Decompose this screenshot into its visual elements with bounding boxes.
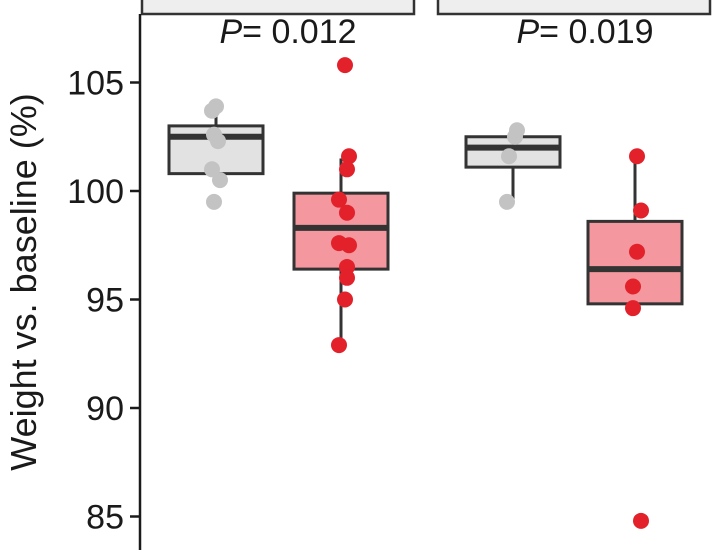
data-point [625,278,641,295]
data-point [212,172,228,189]
data-point [339,269,355,286]
data-point [501,148,517,165]
p-value-label-right: P= 0.019 [516,13,653,51]
data-point [339,161,355,178]
data-point [339,204,355,221]
chart-panels [167,57,684,529]
facet-strip-left [140,0,416,16]
boxplot-group-treated [292,57,390,354]
data-point [341,148,357,165]
data-point [629,243,645,260]
p-value-right: = 0.019 [539,13,653,51]
data-point [633,202,649,219]
y-tick-label: 95 [86,282,124,320]
y-tick-label: 100 [67,173,124,211]
p-value-left: = 0.012 [242,13,356,51]
data-point [633,512,649,529]
y-tick-label: 85 [86,499,124,537]
data-point [331,337,347,354]
y-tick-label: 90 [86,390,124,428]
boxplot-group-control [464,122,562,210]
p-symbol-left: P [219,13,242,51]
data-point [210,133,226,150]
data-point [331,191,347,208]
data-point [625,300,641,317]
y-tick-label: 105 [67,65,124,103]
data-point [499,193,515,210]
boxplot-group-control [167,98,265,210]
data-point [341,237,357,254]
p-symbol-right: P [516,13,539,51]
data-point [337,57,353,74]
data-point [507,128,523,145]
p-value-label-left: P= 0.012 [219,13,356,51]
boxplot-group-treated [586,148,684,529]
data-point [629,148,645,165]
data-point [337,291,353,308]
data-point [206,193,222,210]
facet-strip-right [436,0,712,16]
data-point [204,102,220,119]
y-ticks: 85 90 95 100 105 [67,65,140,537]
y-axis-title: Weight vs. baseline (%) [3,93,44,471]
